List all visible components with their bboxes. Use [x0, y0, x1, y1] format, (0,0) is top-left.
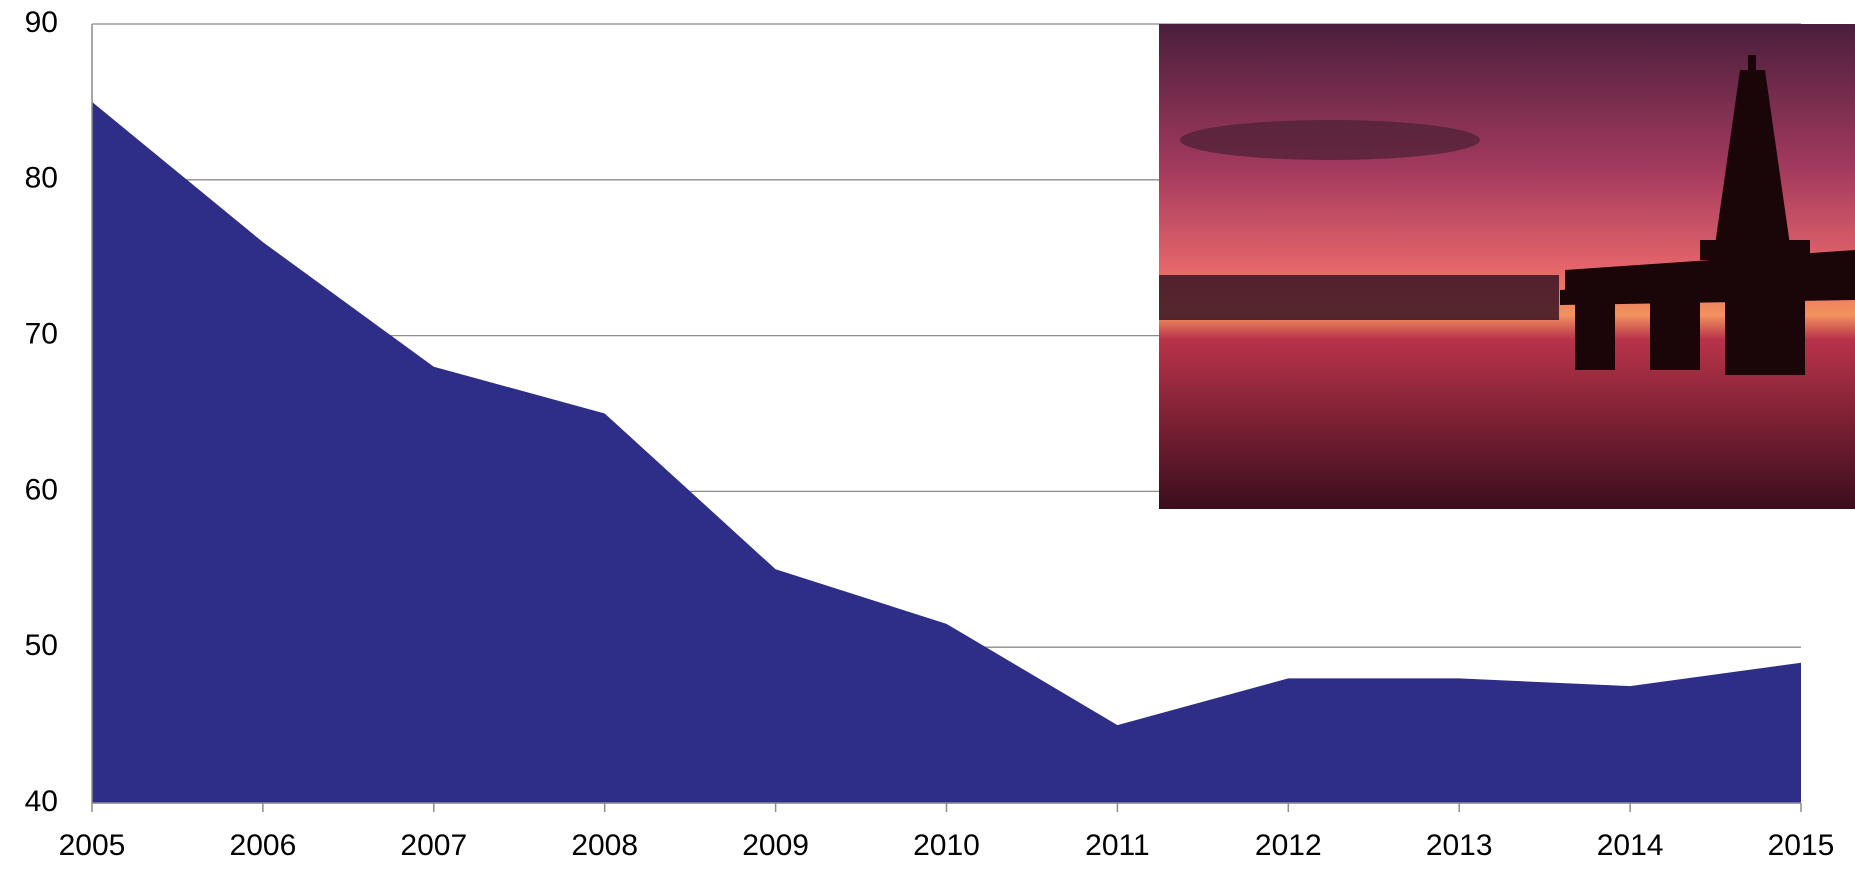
y-tick-label: 50 [25, 629, 58, 662]
area [92, 101, 1801, 803]
x-tick-label: 2015 [1768, 829, 1835, 862]
y-tick-label: 40 [25, 785, 58, 818]
y-tick-label: 60 [25, 473, 58, 506]
x-tick-label: 2012 [1255, 829, 1322, 862]
x-tick-label: 2008 [571, 829, 638, 862]
y-tick-label: 90 [25, 6, 58, 39]
plot-area [92, 101, 1801, 803]
x-tick-label: 2013 [1426, 829, 1493, 862]
x-tick-label: 2009 [742, 829, 809, 862]
y-tick-label: 70 [25, 318, 58, 351]
x-tick-label: 2007 [400, 829, 467, 862]
x-tick-label: 2005 [59, 829, 126, 862]
x-tick-label: 2006 [230, 829, 297, 862]
y-tick-label: 80 [25, 162, 58, 195]
x-tick-label: 2011 [1085, 829, 1150, 862]
x-tick-label: 2010 [913, 829, 980, 862]
cloud-bank [1159, 275, 1559, 320]
axes: 40 50 60 70 80 90 2005 2006 2007 2008 2009 2010 2011… [25, 6, 1835, 862]
cloud [1180, 120, 1480, 160]
photo [1159, 24, 1855, 509]
rig-silhouette [1560, 55, 1855, 375]
x-tick-label: 2014 [1597, 829, 1664, 862]
